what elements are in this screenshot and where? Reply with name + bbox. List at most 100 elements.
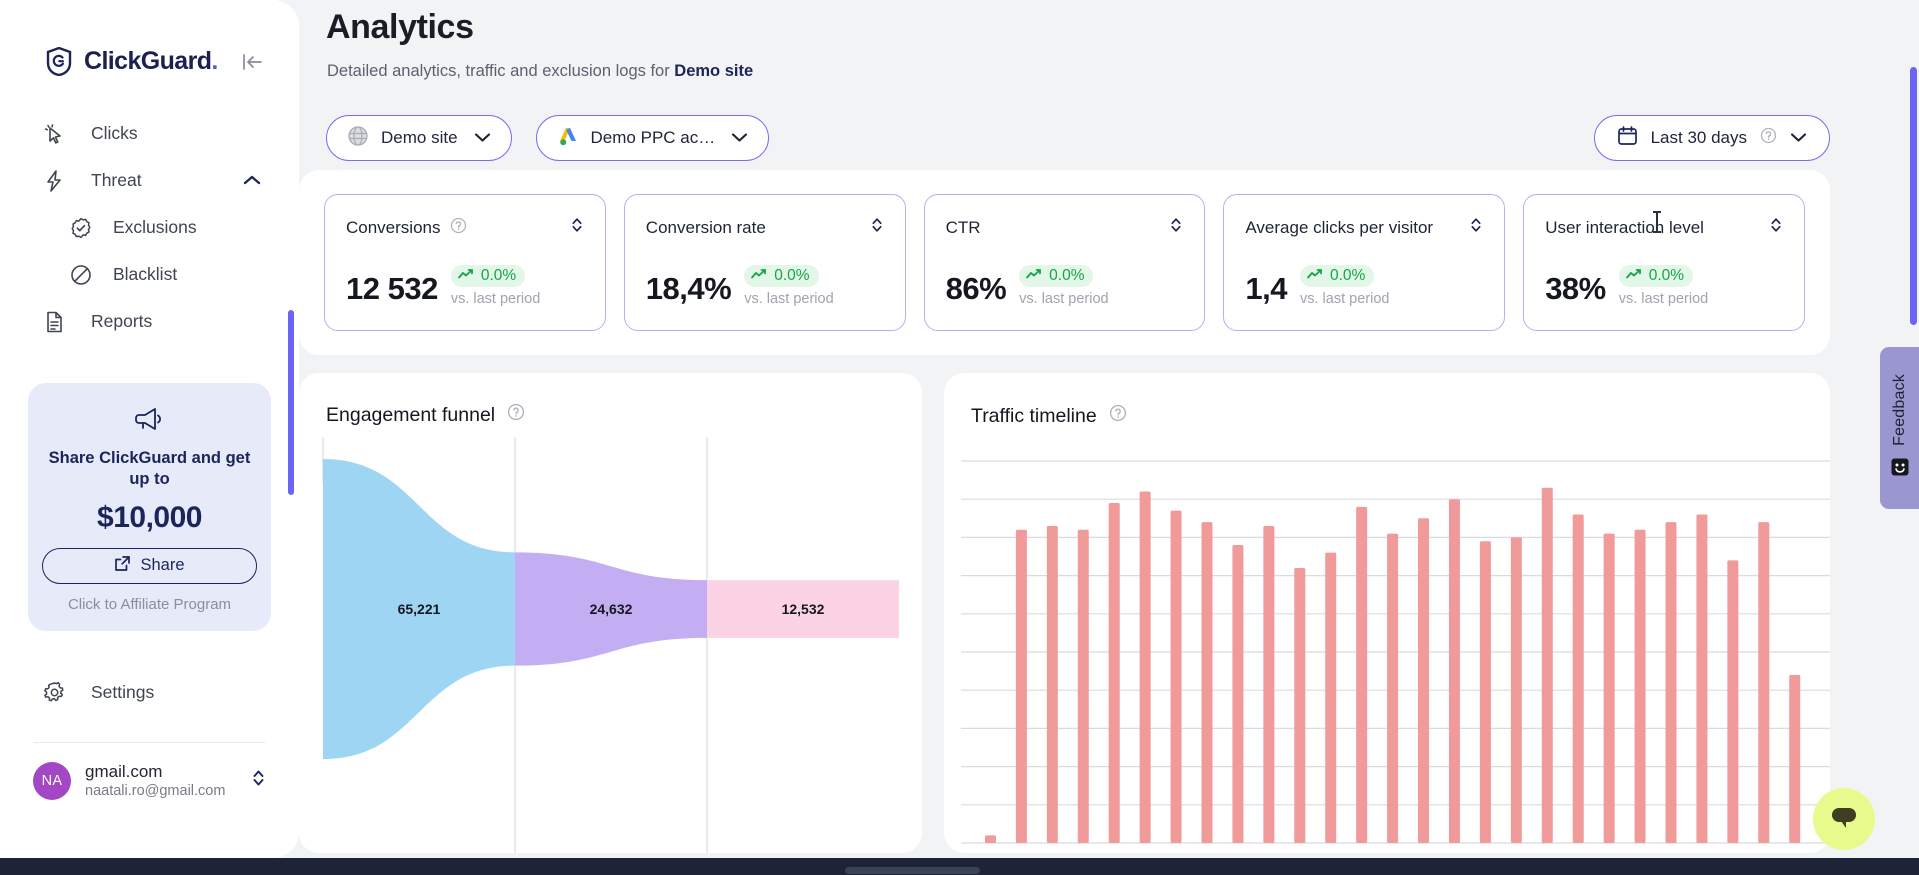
- avatar: NA: [33, 761, 71, 800]
- kpi-value: 38%: [1545, 271, 1606, 306]
- brand-logo[interactable]: ClickGuard.: [0, 0, 299, 77]
- kpi-card[interactable]: Average clicks per visitor 1,4 0.0% vs. …: [1223, 194, 1506, 331]
- smiley-feedback-icon: [1890, 457, 1910, 482]
- kpi-delta: 0.0%: [1648, 267, 1685, 284]
- kpi-delta-badge: 0.0%: [1618, 265, 1694, 287]
- timeline-bar[interactable]: [1108, 503, 1120, 843]
- timeline-bar[interactable]: [1170, 510, 1182, 843]
- timeline-bar[interactable]: [1232, 545, 1244, 843]
- sidebar-item-threat[interactable]: Threat: [0, 157, 299, 204]
- chevron-down-icon[interactable]: [1790, 128, 1807, 148]
- collapse-sidebar-icon[interactable]: [240, 50, 264, 74]
- timeline-bar[interactable]: [1572, 514, 1584, 843]
- timeline-bar[interactable]: [1201, 522, 1213, 843]
- kpi-value: 18,4%: [645, 271, 732, 306]
- sort-icon[interactable]: [1469, 215, 1483, 240]
- sort-icon[interactable]: [870, 215, 884, 240]
- trend-up-icon: [1026, 267, 1043, 285]
- sidebar-item-label: Reports: [91, 311, 153, 331]
- kpi-card-list: Conversions 12 532 0.0% vs. last period …: [299, 170, 1830, 355]
- timeline-bar[interactable]: [1510, 537, 1522, 843]
- text-cursor: [1653, 211, 1661, 233]
- taskbar-handle[interactable]: [845, 867, 980, 874]
- timeline-bar[interactable]: [1696, 514, 1708, 843]
- traffic-timeline-chart: [961, 460, 1830, 844]
- timeline-bar[interactable]: [1356, 506, 1368, 843]
- timeline-bar[interactable]: [1294, 567, 1306, 843]
- trend-up-icon: [1307, 267, 1324, 285]
- question-circle-icon[interactable]: [1760, 127, 1777, 149]
- chevron-up-icon[interactable]: [243, 170, 261, 191]
- timeline-bar[interactable]: [1418, 518, 1430, 843]
- kpi-card[interactable]: Conversions 12 532 0.0% vs. last period: [324, 194, 606, 331]
- shield-g-icon: [46, 46, 72, 77]
- kpi-delta: 0.0%: [1049, 267, 1085, 284]
- timeline-bar[interactable]: [1139, 491, 1151, 843]
- sidebar-item-clicks[interactable]: Clicks: [0, 110, 299, 157]
- timeline-bar[interactable]: [1077, 529, 1089, 843]
- timeline-bar[interactable]: [1603, 533, 1615, 843]
- lightning-bolt-icon: [41, 168, 67, 194]
- timeline-bar[interactable]: [1387, 533, 1399, 843]
- timeline-bar[interactable]: [1046, 525, 1058, 843]
- kpi-card[interactable]: CTR 86% 0.0% vs. last period: [923, 194, 1206, 331]
- timeline-bar[interactable]: [1789, 674, 1801, 843]
- chat-button[interactable]: [1813, 788, 1875, 850]
- kpi-label: Average clicks per visitor: [1245, 217, 1434, 237]
- question-circle-icon[interactable]: [507, 403, 525, 427]
- page-scrollbar[interactable]: [1910, 67, 1917, 325]
- kpi-panel: Conversions 12 532 0.0% vs. last period …: [299, 170, 1830, 355]
- timeline-bar[interactable]: [1448, 499, 1460, 843]
- kpi-card[interactable]: User interaction level 38% 0.0% vs. last…: [1523, 194, 1805, 331]
- feedback-tab[interactable]: Feedback: [1880, 347, 1919, 509]
- question-circle-icon[interactable]: [450, 217, 467, 239]
- cursor-click-icon: [41, 121, 67, 147]
- timeline-bar[interactable]: [1665, 522, 1677, 843]
- account-switcher[interactable]: NA gmail.com naatali.ro@gmail.com: [0, 743, 299, 801]
- funnel-segment: [707, 580, 899, 638]
- timeline-bar[interactable]: [1263, 525, 1275, 843]
- sort-icon[interactable]: [1769, 215, 1783, 240]
- site-selector-label: Demo site: [381, 128, 458, 147]
- sidebar-item-label: Exclusions: [113, 217, 197, 237]
- timeline-bar[interactable]: [1758, 522, 1770, 843]
- kpi-label: Conversion rate: [645, 217, 766, 237]
- timeline-bar[interactable]: [1541, 487, 1553, 843]
- os-taskbar: [0, 858, 1919, 875]
- sidebar-scroll-indicator[interactable]: [288, 310, 294, 495]
- timeline-bar[interactable]: [1479, 541, 1491, 843]
- kpi-value: 12 532: [346, 271, 438, 306]
- sidebar-item-reports[interactable]: Reports: [0, 298, 299, 345]
- sidebar-item-blacklist[interactable]: Blacklist: [0, 251, 299, 298]
- site-selector[interactable]: Demo site: [326, 115, 512, 161]
- kpi-card[interactable]: Conversion rate 18,4% 0.0% vs. last peri…: [623, 194, 906, 331]
- charts-row: Engagement funnel 65,221 24,632 12,532 Tra…: [299, 373, 1830, 853]
- chevron-down-icon[interactable]: [474, 128, 491, 148]
- timeline-bar[interactable]: [1325, 552, 1337, 843]
- ppc-account-selector[interactable]: Demo PPC ac…: [535, 115, 770, 161]
- sidebar: ClickGuard. Clicks: [0, 0, 299, 858]
- external-link-icon: [114, 555, 131, 577]
- affiliate-promo-card[interactable]: Share ClickGuard and get up to $10,000 S…: [28, 383, 271, 631]
- question-circle-icon[interactable]: [1109, 404, 1127, 428]
- trend-up-icon: [1625, 267, 1643, 285]
- kpi-comparison-label: vs. last period: [744, 291, 834, 307]
- sidebar-item-exclusions[interactable]: Exclusions: [0, 204, 299, 251]
- account-email: naatali.ro@gmail.com: [85, 783, 226, 800]
- timeline-bar[interactable]: [984, 835, 996, 843]
- sort-icon[interactable]: [1169, 215, 1183, 240]
- chart-title-text: Traffic timeline: [971, 404, 1097, 427]
- timeline-bar[interactable]: [1634, 529, 1646, 843]
- timeline-bar[interactable]: [1727, 560, 1739, 843]
- sidebar-item-settings[interactable]: Settings: [0, 669, 299, 716]
- chevron-down-icon[interactable]: [731, 128, 748, 148]
- timeline-bar[interactable]: [1015, 529, 1027, 843]
- kpi-value: 1,4: [1245, 271, 1287, 306]
- no-entry-icon: [68, 262, 94, 288]
- chevron-up-down-icon[interactable]: [251, 767, 266, 794]
- share-button[interactable]: Share: [42, 547, 257, 584]
- sort-icon[interactable]: [570, 215, 584, 240]
- date-range-selector[interactable]: Last 30 days: [1593, 115, 1830, 161]
- sidebar-item-label: Settings: [91, 681, 155, 702]
